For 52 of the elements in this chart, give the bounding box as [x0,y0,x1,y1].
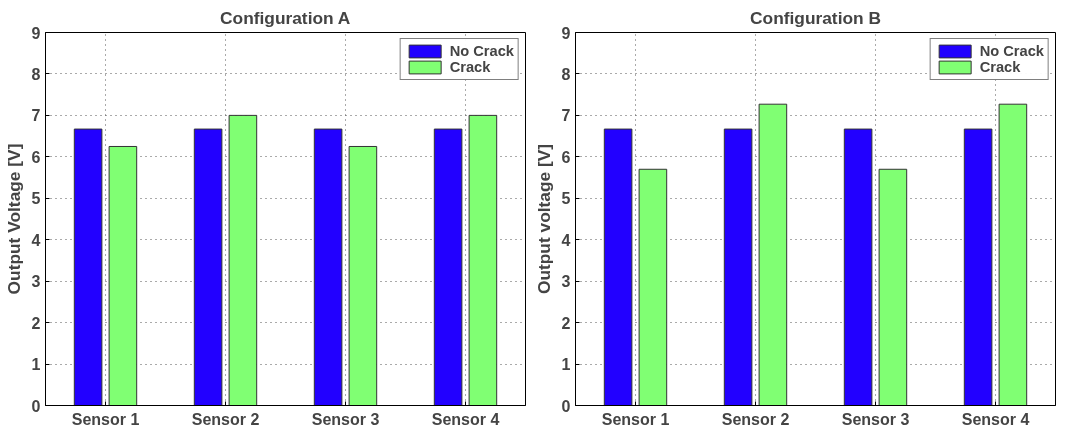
bar [348,145,378,406]
bar [228,114,258,406]
y-tick-label: 7 [561,107,571,125]
x-tick-label: Sensor 4 [431,410,500,428]
chart-title: Configuration B [750,7,881,28]
x-tick-label: Sensor 1 [71,410,140,428]
bar [998,103,1028,406]
bar [73,128,103,406]
y-axis-title: Output voltage [V] [533,143,554,295]
bar [468,114,498,406]
bar [313,128,343,406]
chart-title: Configuration A [220,7,351,28]
bar [723,128,753,406]
legend-label: Crack [979,59,1021,75]
y-tick-label: 0 [31,397,41,415]
y-tick-label: 3 [561,273,571,291]
x-tick-label: Sensor 1 [601,410,670,428]
bar [878,168,908,406]
y-tick-label: 1 [561,356,571,374]
x-tick-label: Sensor 3 [841,410,910,428]
y-tick-label: 6 [31,148,41,166]
x-tick-label: Sensor 2 [191,410,260,428]
bar [963,128,993,406]
y-tick-label: 0 [561,397,571,415]
y-tick-label: 2 [561,314,571,332]
legend-label: No Crack [449,43,514,59]
y-tick-label: 6 [561,148,571,166]
legend-label: No Crack [979,43,1044,59]
y-tick-label: 4 [31,231,41,249]
y-tick-label: 5 [561,190,571,208]
legend-label: Crack [449,59,491,75]
y-tick-label: 4 [561,231,571,249]
y-tick-label: 7 [31,107,41,125]
y-tick-label: 1 [31,356,41,374]
x-tick-label: Sensor 4 [961,410,1030,428]
bar [603,128,633,406]
y-tick-label: 3 [31,273,41,291]
bar [193,128,223,406]
y-tick-label: 2 [31,314,41,332]
bar [638,168,668,406]
y-axis-title: Output Voltage [V] [3,143,24,295]
y-tick-label: 9 [561,24,571,42]
y-tick-label: 5 [31,190,41,208]
bar [758,103,788,406]
x-tick-label: Sensor 2 [721,410,790,428]
bar [108,145,138,406]
bar [433,128,463,406]
y-tick-label: 8 [561,65,571,83]
y-tick-label: 8 [31,65,41,83]
y-tick-label: 9 [31,24,41,42]
x-tick-label: Sensor 3 [311,410,380,428]
bar [843,128,873,406]
